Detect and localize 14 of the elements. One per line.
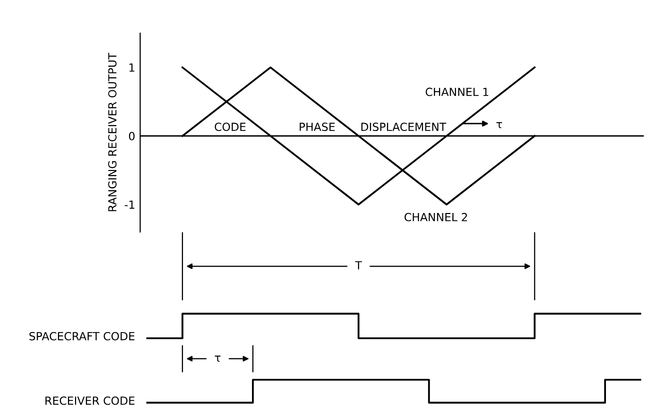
series-label: CHANNEL 2 (404, 212, 467, 222)
y-axis-title: RANGING RECEIVER OUTPUT (108, 52, 117, 212)
y-tick-label: -1 (124, 200, 134, 209)
annotation: CODE (214, 122, 246, 132)
text: T (355, 261, 362, 270)
y-axis-title: RECEIVER CODE (45, 396, 134, 405)
y-axis-title: SPACECRAFT CODE (29, 332, 134, 340)
annotation: PHASE (300, 122, 335, 132)
series-label: CHANNEL 1 (426, 88, 488, 96)
annotation: DISPLACEMENT (361, 122, 446, 132)
annotation: τ (496, 122, 502, 128)
text: τ (214, 356, 220, 362)
y-tick-label: 0 (128, 132, 135, 140)
y-tick-label: 1 (129, 64, 134, 72)
